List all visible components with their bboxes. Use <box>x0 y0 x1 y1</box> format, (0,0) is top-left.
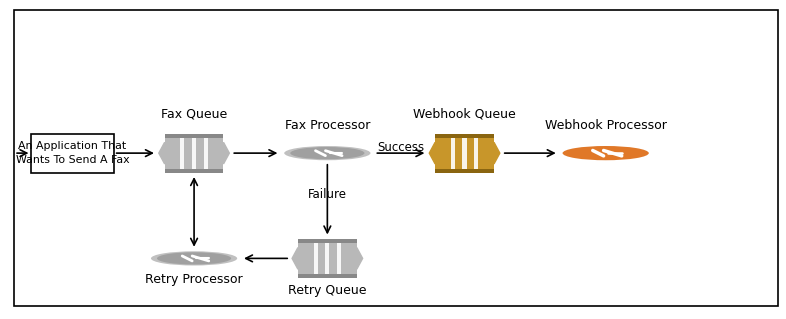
Ellipse shape <box>151 251 237 265</box>
Bar <box>31 134 114 173</box>
Polygon shape <box>429 142 435 164</box>
Bar <box>298 274 357 278</box>
Bar <box>314 243 318 274</box>
Text: An Application That
Wants To Send A Fax: An Application That Wants To Send A Fax <box>16 141 130 165</box>
Ellipse shape <box>290 147 365 159</box>
Polygon shape <box>357 248 362 269</box>
Text: Fax Queue: Fax Queue <box>161 108 227 121</box>
Bar <box>462 137 467 169</box>
Bar <box>450 137 455 169</box>
Bar <box>165 134 223 137</box>
Ellipse shape <box>157 252 231 264</box>
Text: Retry Processor: Retry Processor <box>145 273 243 286</box>
Text: Webhook Queue: Webhook Queue <box>413 108 516 121</box>
Polygon shape <box>494 142 500 164</box>
Text: Failure: Failure <box>308 188 347 201</box>
Bar <box>474 137 479 169</box>
Text: Webhook Processor: Webhook Processor <box>545 119 667 132</box>
Bar <box>180 137 185 169</box>
Text: Retry Queue: Retry Queue <box>288 284 366 297</box>
Bar <box>435 169 494 173</box>
Bar <box>165 134 223 173</box>
Bar <box>337 243 341 274</box>
Polygon shape <box>292 248 298 269</box>
Bar <box>325 243 329 274</box>
Text: Fax Processor: Fax Processor <box>285 119 370 132</box>
Polygon shape <box>159 142 165 164</box>
Bar <box>435 134 494 137</box>
Bar <box>298 239 357 243</box>
Text: Success: Success <box>377 141 424 154</box>
Bar <box>165 169 223 173</box>
Bar <box>192 137 196 169</box>
Bar <box>435 134 494 173</box>
Bar <box>204 137 208 169</box>
Ellipse shape <box>285 146 370 160</box>
Polygon shape <box>223 142 230 164</box>
Ellipse shape <box>563 146 648 160</box>
Bar <box>298 239 357 278</box>
